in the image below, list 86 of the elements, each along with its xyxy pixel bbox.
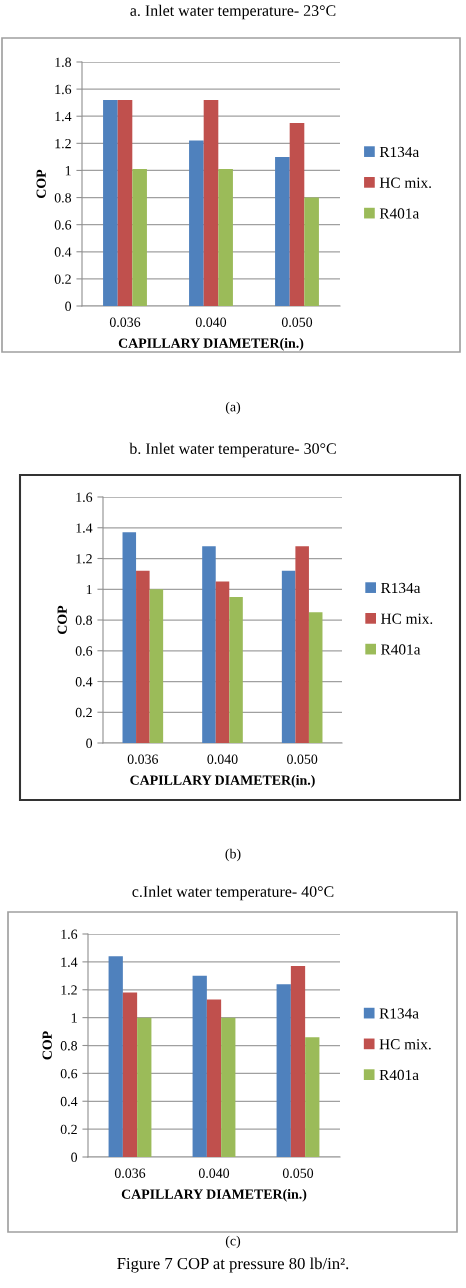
chart-title: a. Inlet water temperature- 23°C xyxy=(130,4,336,20)
bar xyxy=(229,596,243,743)
chart-title: c.Inlet water temperature- 40°C xyxy=(132,885,334,901)
text: (b) xyxy=(225,848,241,862)
legend-label: R401a xyxy=(379,208,420,219)
y-tick-label: 1 xyxy=(86,584,92,595)
y-tick-label: 1.2 xyxy=(61,985,77,995)
y-axis-title: COP xyxy=(36,169,46,198)
bar xyxy=(304,197,319,306)
legend-label: R134a xyxy=(379,1008,419,1019)
x-axis-title: CAPILLARY DIAMETER(in.) xyxy=(130,775,315,788)
y-tick-label: 0.2 xyxy=(75,707,92,718)
y-tick-label: 0.4 xyxy=(75,677,93,687)
y-tick-label: 0.6 xyxy=(75,646,93,656)
bar xyxy=(149,589,164,743)
text: (c) xyxy=(225,1235,241,1249)
y-tick-label: 0 xyxy=(71,1152,78,1162)
bar xyxy=(276,984,291,1157)
bar xyxy=(137,1017,152,1157)
bar xyxy=(218,169,233,306)
bar xyxy=(215,581,230,743)
x-axis-title: CAPILLARY DIAMETER(in.) xyxy=(118,338,304,351)
y-tick-label: 0.8 xyxy=(54,193,72,203)
chart-title: b. Inlet water temperature- 30°C xyxy=(129,442,336,458)
bar xyxy=(122,532,137,743)
y-tick-label: 0.8 xyxy=(75,615,93,626)
bar xyxy=(132,169,147,306)
y-tick-label: 1 xyxy=(65,166,71,176)
legend-label: HC mix. xyxy=(379,177,431,188)
x-tick-label: 0.050 xyxy=(282,1168,314,1178)
y-tick-label: 0.6 xyxy=(60,1068,78,1079)
legend-label: R401a xyxy=(379,1069,419,1081)
bar xyxy=(192,975,207,1157)
y-tick-label: 0.6 xyxy=(54,220,72,230)
y-tick-label: 1 xyxy=(71,1013,77,1023)
bar xyxy=(117,99,133,306)
bar xyxy=(103,99,118,306)
y-tick-label: 1.4 xyxy=(76,523,93,533)
text: (a) xyxy=(225,401,241,415)
bar xyxy=(281,570,296,743)
y-tick-label: 0.4 xyxy=(54,247,72,257)
y-tick-label: 0 xyxy=(86,738,93,748)
y-tick-label: 1.2 xyxy=(76,554,92,564)
y-tick-label: 0.4 xyxy=(60,1096,78,1107)
legend-label: R401a xyxy=(381,644,421,655)
y-tick-label: 0 xyxy=(65,301,72,311)
bar xyxy=(203,99,219,306)
y-axis-title: COP xyxy=(42,1031,52,1060)
bar xyxy=(305,1037,320,1157)
bar xyxy=(290,966,306,1157)
y-tick-label: 1.8 xyxy=(55,57,72,68)
x-tick-label: 0.050 xyxy=(287,754,318,764)
bar xyxy=(206,999,222,1157)
x-tick-label: 0.036 xyxy=(109,317,141,327)
bar xyxy=(122,992,138,1157)
y-tick-label: 1.6 xyxy=(76,492,93,503)
x-tick-label: 0.036 xyxy=(127,754,159,764)
legend-label: R134a xyxy=(379,146,420,158)
x-tick-label: 0.040 xyxy=(198,1168,230,1178)
x-tick-label: 0.040 xyxy=(207,754,238,764)
bar xyxy=(221,1017,236,1157)
y-tick-label: 1.4 xyxy=(61,957,78,967)
legend-label: HC mix. xyxy=(381,613,433,624)
bar xyxy=(295,546,309,743)
y-tick-label: 0.2 xyxy=(54,274,71,284)
bar xyxy=(308,612,323,743)
legend-label: HC mix. xyxy=(379,1039,431,1050)
x-tick-label: 0.036 xyxy=(114,1168,146,1178)
x-axis-title: CAPILLARY DIAMETER(in.) xyxy=(121,1189,307,1202)
bar xyxy=(189,140,204,306)
legend-label: R134a xyxy=(381,582,421,594)
bar xyxy=(108,956,123,1157)
bar xyxy=(289,123,305,306)
y-tick-label: 1.4 xyxy=(55,111,72,122)
x-tick-label: 0.050 xyxy=(281,317,313,327)
y-tick-label: 0.8 xyxy=(60,1041,78,1051)
caption: Figure 7 COP at pressure 80 lb/in². xyxy=(117,1257,349,1273)
bar xyxy=(136,570,150,743)
bar xyxy=(275,156,290,306)
x-tick-label: 0.040 xyxy=(195,317,227,327)
bar xyxy=(202,546,216,743)
y-tick-label: 1.6 xyxy=(61,929,78,940)
y-tick-label: 1.2 xyxy=(55,138,71,149)
y-tick-label: 0.2 xyxy=(60,1124,77,1135)
y-tick-label: 1.6 xyxy=(55,84,72,95)
y-axis-title: COP xyxy=(57,605,67,634)
